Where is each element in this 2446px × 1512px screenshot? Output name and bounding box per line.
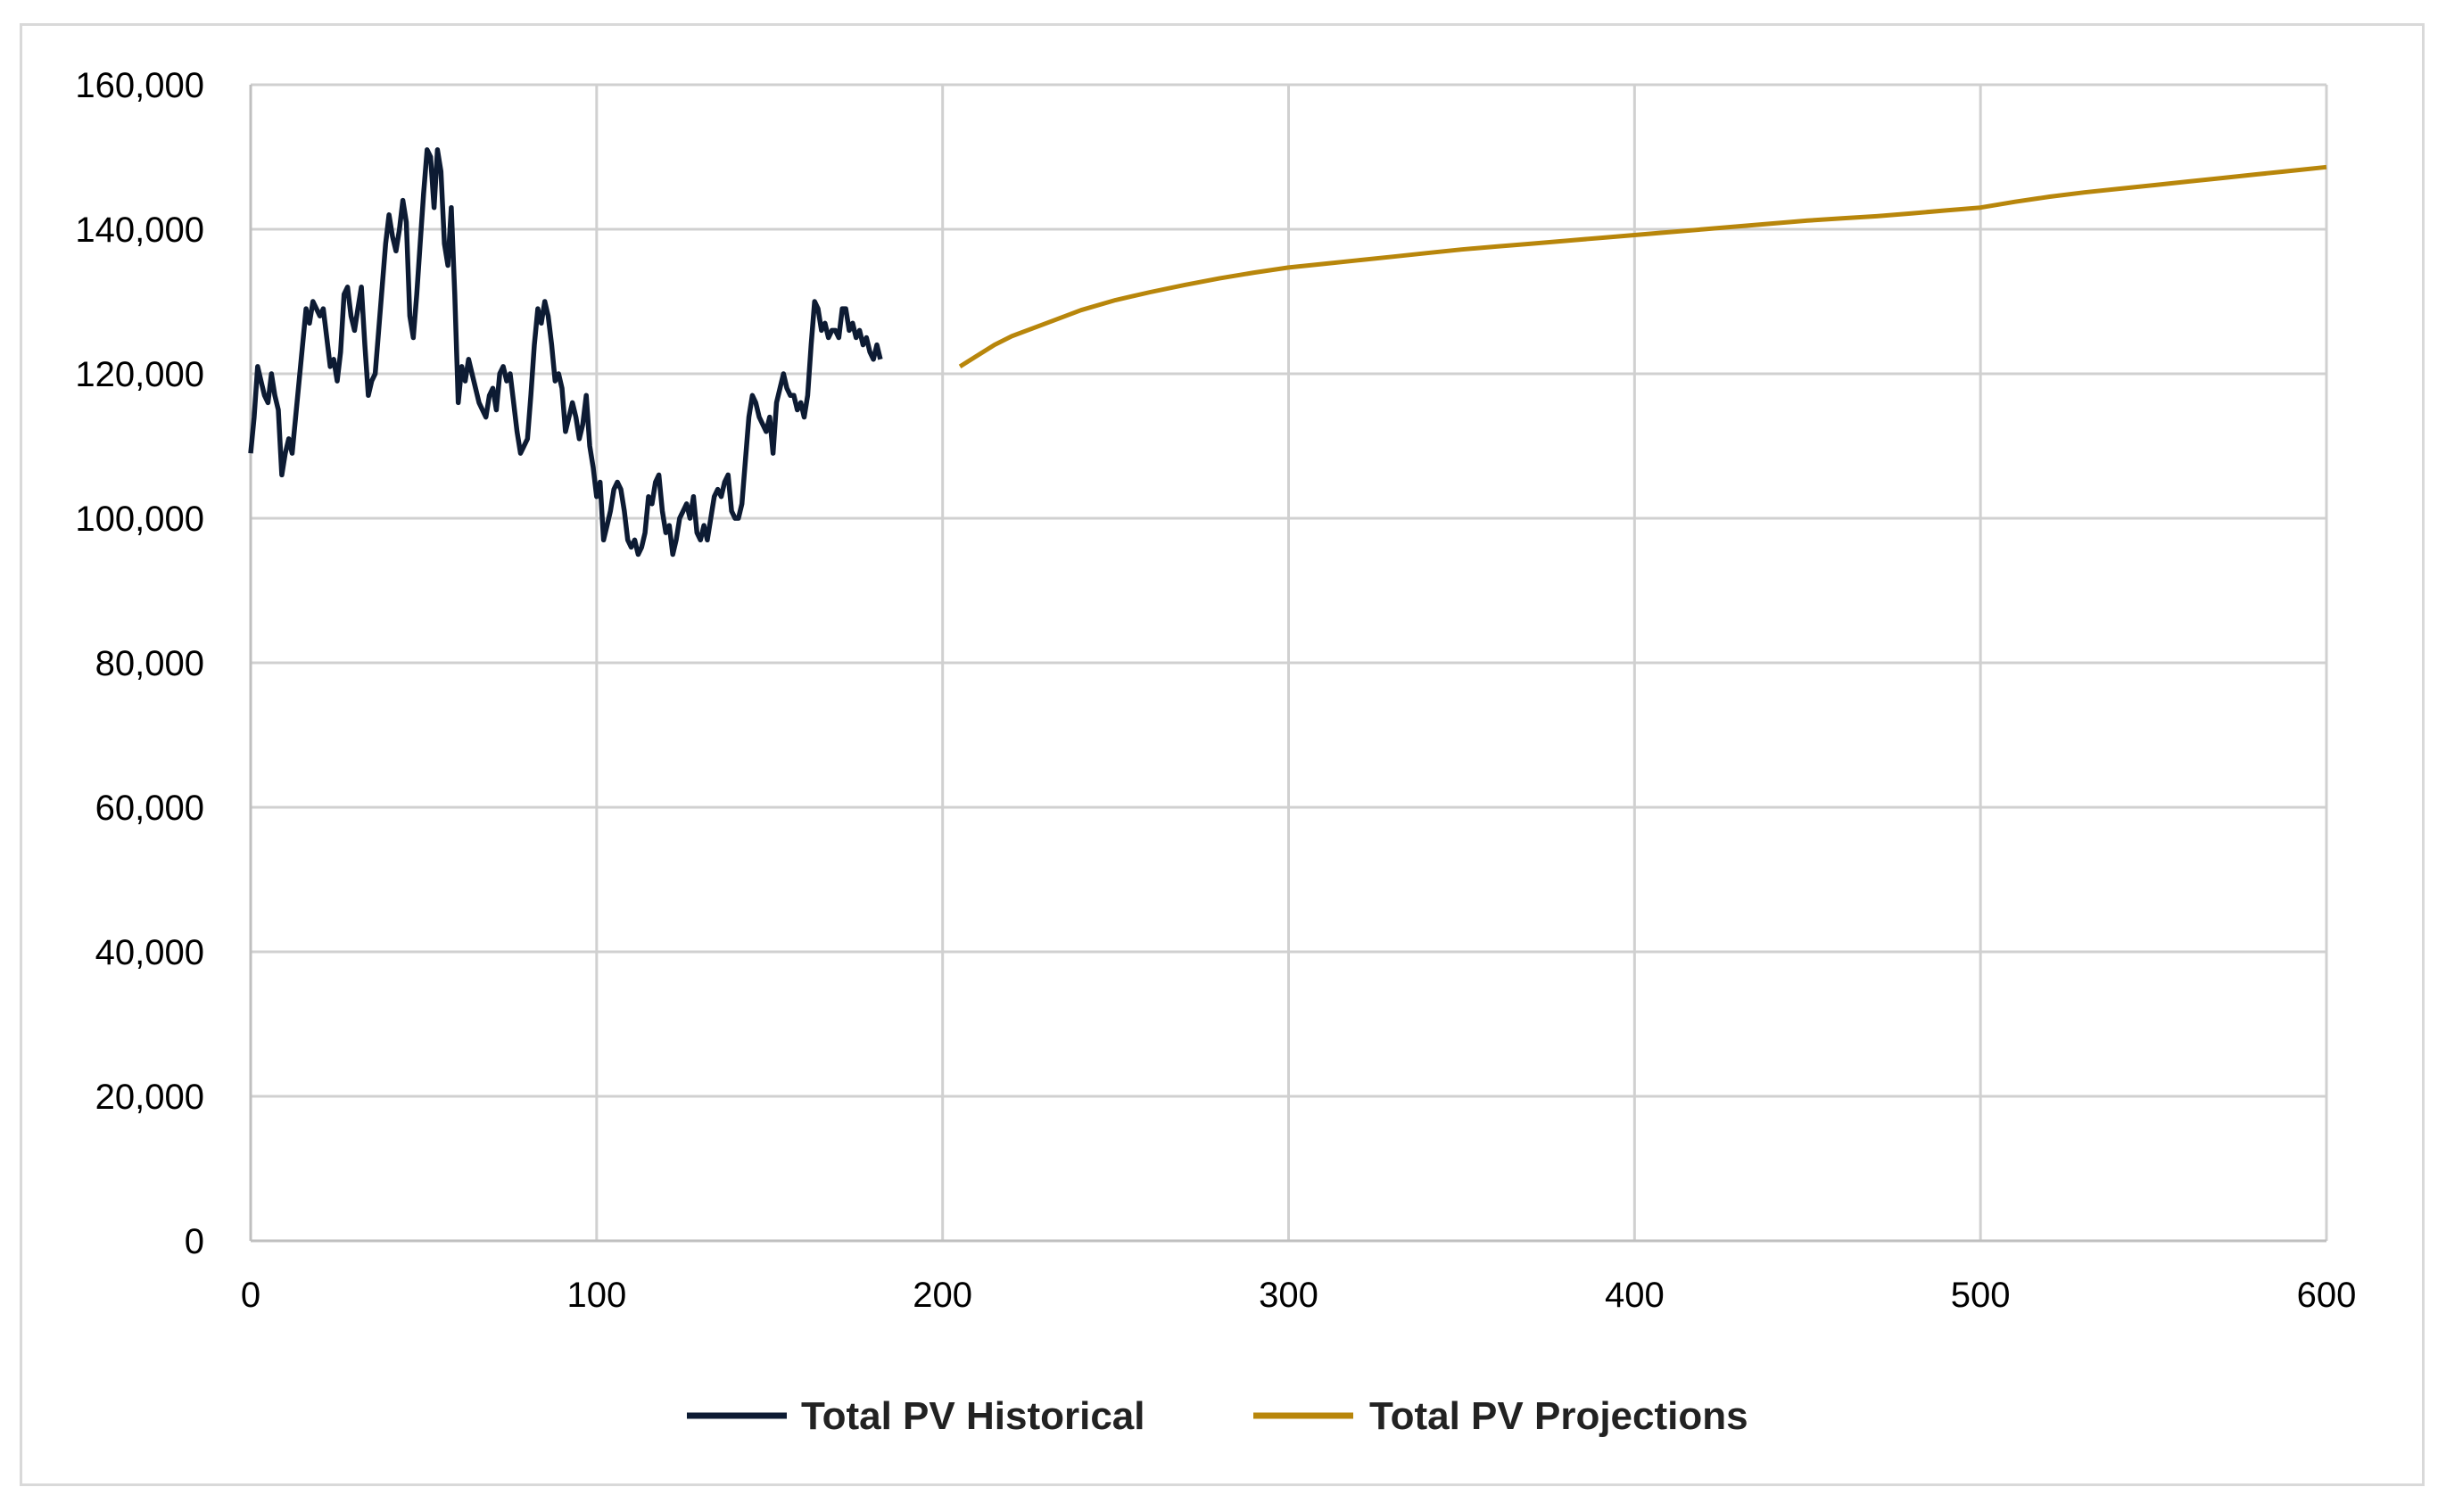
y-tick-label: 80,000 bbox=[95, 644, 204, 683]
x-tick-label: 100 bbox=[566, 1276, 626, 1315]
y-tick-label: 20,000 bbox=[95, 1078, 204, 1117]
y-axis-tick-labels: 0 20,000 40,000 60,000 80,000 100,000 120,000 1… bbox=[75, 66, 204, 1261]
axes bbox=[249, 85, 2326, 1243]
series-lines bbox=[248, 147, 2327, 558]
legend: Total PV Historical Total PV Projections bbox=[687, 1394, 1748, 1438]
y-tick-label: 160,000 bbox=[75, 66, 204, 105]
x-tick-label: 300 bbox=[1259, 1276, 1318, 1315]
y-tick-label: 100,000 bbox=[75, 500, 204, 539]
x-tick-label: 500 bbox=[1951, 1276, 2011, 1315]
y-tick-label: 40,000 bbox=[95, 933, 204, 972]
y-tick-label: 0 bbox=[185, 1222, 204, 1261]
legend-label-historical: Total PV Historical bbox=[801, 1394, 1145, 1438]
x-tick-label: 200 bbox=[913, 1276, 972, 1315]
series-line-projections bbox=[958, 164, 2327, 369]
series-line-historical bbox=[248, 147, 883, 558]
x-tick-label: 400 bbox=[1605, 1276, 1665, 1315]
y-tick-label: 120,000 bbox=[75, 355, 204, 394]
legend-label-projections: Total PV Projections bbox=[1369, 1394, 1748, 1438]
x-tick-label: 600 bbox=[2297, 1276, 2357, 1315]
y-tick-label: 60,000 bbox=[95, 789, 204, 828]
x-tick-label: 0 bbox=[241, 1276, 260, 1315]
gridlines bbox=[251, 83, 2328, 1241]
x-axis-tick-labels: 0 100 200 300 400 500 600 bbox=[241, 1276, 2357, 1315]
y-tick-label: 140,000 bbox=[75, 211, 204, 250]
